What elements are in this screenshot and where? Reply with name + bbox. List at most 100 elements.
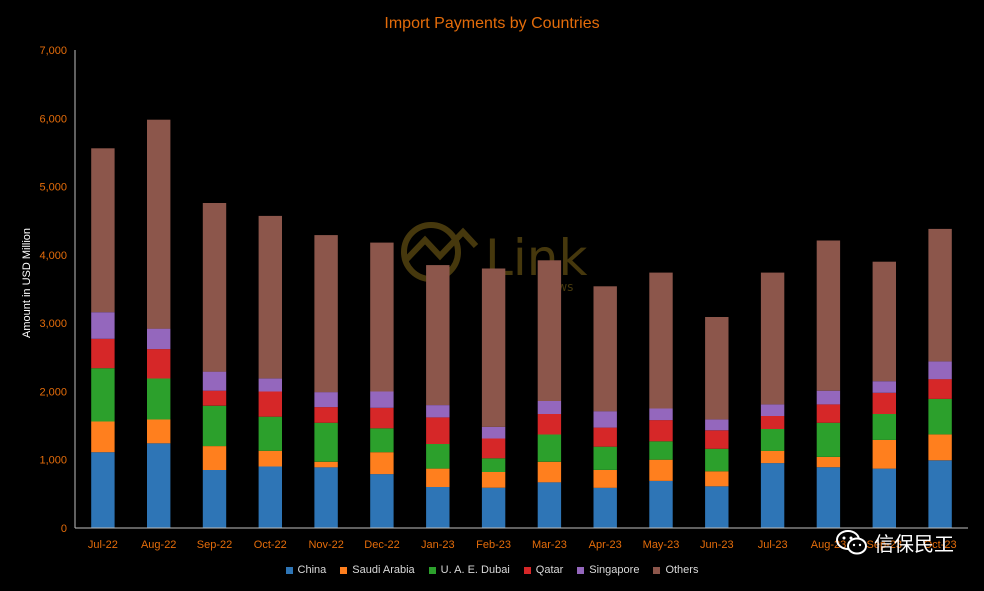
bar-segment-singapore-oct-22 [258,378,282,392]
bar-segment-singapore-jul-22 [91,312,115,339]
bar-segment-china-jul-22 [91,452,115,528]
bar-segment-china-jul-23 [760,463,785,528]
bar-segment-others-jan-23 [426,265,450,406]
bar-segment-u-a-e-dubai-apr-23 [593,446,617,470]
bar-segment-u-a-e-dubai-sep-23 [872,414,896,440]
bar-segment-u-a-e-dubai-oct-22 [258,416,282,451]
bar-segment-qatar-apr-23 [593,427,617,447]
bar-segment-others-jun-23 [705,317,729,420]
bar-segment-others-jul-23 [760,272,785,405]
bar-segment-others-apr-23 [593,286,617,412]
bar-segment-china-aug-22 [147,443,171,528]
brand-watermark: 信保民工 [836,528,954,557]
x-tick-label: Jul-22 [88,539,118,551]
bar-segment-qatar-aug-23 [816,404,841,423]
bar-segment-u-a-e-dubai-may-23 [649,441,673,460]
bar-segment-others-feb-23 [481,268,506,427]
bar-segment-others-may-23 [649,272,673,409]
legend-swatch [523,566,531,574]
bar-segment-china-sep-23 [872,468,896,528]
legend-swatch [653,566,661,574]
bar-chart: Import Payments by Countries Amount in U… [21,15,968,551]
y-tick-label: 0 [61,523,67,535]
bar-segment-qatar-mar-23 [537,414,562,435]
x-tick-label: Jan-23 [421,539,455,551]
y-axis-label: Amount in USD Million [21,228,33,338]
legend-label: Singapore [589,564,640,576]
bar-segment-china-jan-23 [426,487,450,528]
bar-segment-qatar-sep-23 [872,392,896,414]
x-tick-label: Mar-23 [532,539,567,551]
y-tick-label: 3,000 [39,318,67,330]
bar-segment-china-nov-22 [314,467,338,528]
bar-segment-singapore-sep-22 [202,371,227,391]
bar-segment-saudi-arabia-jan-23 [426,468,450,487]
y-tick-label: 6,000 [39,113,67,125]
bar-segment-others-sep-23 [872,261,896,382]
bar-segment-qatar-feb-23 [481,438,506,459]
bar-segment-u-a-e-dubai-sep-22 [202,405,227,447]
y-tick-label: 1,000 [39,455,67,467]
bar-segment-singapore-sep-23 [872,381,896,393]
bar-segment-saudi-arabia-feb-23 [481,472,506,488]
bar-segment-qatar-jul-23 [760,416,785,429]
x-tick-label: Feb-23 [476,539,511,551]
bar-segment-others-dec-22 [370,242,394,392]
x-tick-label: Sep-23 [867,539,902,551]
wechat-icon [836,529,867,554]
bar-segment-u-a-e-dubai-jan-23 [426,444,450,469]
legend-item: Saudi Arabia [340,564,415,576]
bar-segment-singapore-jul-23 [760,404,785,416]
bar-segment-china-apr-23 [593,487,617,528]
bar-segment-china-mar-23 [537,482,562,528]
chart-legend: China Saudi Arabia U. A. E. Dubai Qatar Sing… [0,564,984,576]
bar-segment-others-oct-23 [928,228,952,362]
legend-swatch [577,566,585,574]
bar-segment-u-a-e-dubai-nov-22 [314,422,338,462]
x-tick-label: Aug-22 [141,539,176,551]
bar-segment-singapore-feb-23 [481,426,506,439]
bar-segment-saudi-arabia-apr-23 [593,470,617,488]
bar-segment-china-oct-23 [928,460,952,528]
bar-segment-saudi-arabia-aug-23 [816,457,841,468]
bar-segment-singapore-aug-23 [816,390,841,405]
x-tick-label: Jul-23 [758,539,788,551]
bar-segment-saudi-arabia-mar-23 [537,461,562,483]
legend-label: Saudi Arabia [352,564,415,576]
bar-segment-singapore-may-23 [649,408,673,421]
bar-segment-china-sep-22 [202,470,227,528]
chart-title: Import Payments by Countries [384,15,599,32]
bar-segment-saudi-arabia-sep-23 [872,439,896,469]
x-tick-label: Jun-23 [700,539,734,551]
bar-segment-u-a-e-dubai-jul-22 [91,368,115,422]
bar-segment-singapore-oct-23 [928,361,952,380]
bar-segment-others-mar-23 [537,260,562,401]
legend-item: Singapore [577,564,639,576]
bar-segment-china-may-23 [649,480,673,528]
bar-segment-singapore-jan-23 [426,405,450,418]
bar-segment-qatar-jul-22 [91,338,115,369]
bar-segment-saudi-arabia-aug-22 [147,419,171,444]
bar-segment-u-a-e-dubai-mar-23 [537,434,562,462]
x-tick-label: Apr-23 [589,539,622,551]
bar-segment-u-a-e-dubai-dec-22 [370,428,394,453]
legend-swatch [428,566,436,574]
bar-segment-others-aug-22 [147,119,171,329]
legend-item: U. A. E. Dubai [428,564,510,576]
x-tick-label: Oct-22 [254,539,287,551]
bar-segment-singapore-nov-22 [314,392,338,408]
bar-segment-u-a-e-dubai-oct-23 [928,398,952,435]
legend-label: Others [665,564,699,576]
bar-segment-others-nov-22 [314,235,338,393]
legend-label: China [297,564,327,576]
bar-segment-singapore-aug-22 [147,328,171,350]
bar-segment-others-oct-22 [258,215,282,379]
bar-segment-saudi-arabia-dec-22 [370,452,394,475]
bar-segment-u-a-e-dubai-feb-23 [481,458,506,472]
bar-segment-u-a-e-dubai-jul-23 [760,429,785,451]
legend-label: U. A. E. Dubai [440,564,510,576]
legend-item: China [285,564,327,576]
x-tick-label: Nov-22 [308,539,343,551]
bar-segment-saudi-arabia-nov-22 [314,461,338,468]
bar-segment-others-sep-22 [202,203,227,372]
